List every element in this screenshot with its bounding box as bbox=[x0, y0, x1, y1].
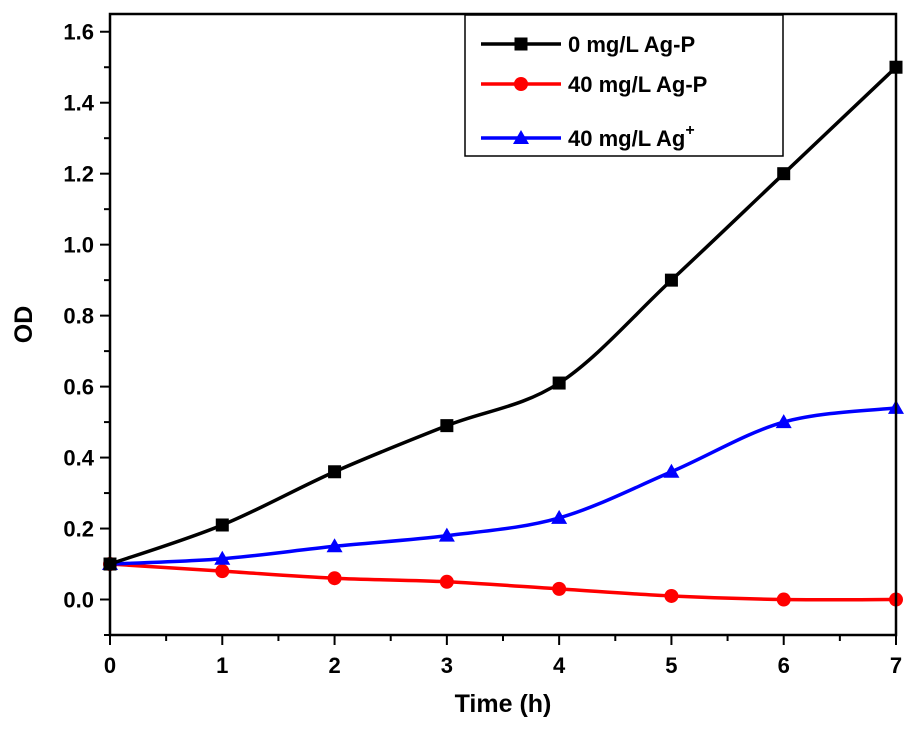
data-point-square bbox=[777, 167, 791, 181]
legend: 0 mg/L Ag-P 40 mg/L Ag-P 40 mg/L Ag+ bbox=[464, 14, 784, 157]
legend-item-triangle: 40 mg/L Ag+ bbox=[481, 122, 695, 151]
legend-label: 40 mg/L Ag-P bbox=[568, 72, 707, 97]
y-tick-label: 1.2 bbox=[63, 162, 94, 187]
y-tick-label: 0.8 bbox=[63, 304, 94, 329]
series-line bbox=[109, 406, 897, 566]
data-point-triangle bbox=[214, 550, 231, 565]
data-point-square bbox=[328, 465, 342, 479]
legend-label: 0 mg/L Ag-P bbox=[568, 32, 695, 57]
y-tick-label: 1.4 bbox=[63, 91, 94, 116]
x-tick-label: 5 bbox=[665, 653, 677, 678]
x-tick-label: 6 bbox=[778, 653, 790, 678]
y-tick-label: 0.4 bbox=[63, 446, 94, 471]
data-point-square bbox=[440, 419, 454, 433]
y-tick-label: 0.0 bbox=[63, 588, 94, 613]
y-tick-label: 0.6 bbox=[63, 375, 94, 400]
x-tick-label: 4 bbox=[553, 653, 566, 678]
legend-item-circle: 40 mg/L Ag-P bbox=[481, 72, 707, 97]
data-point-circle bbox=[215, 564, 230, 579]
series-line bbox=[109, 562, 897, 602]
legend-item-square: 0 mg/L Ag-P bbox=[481, 32, 695, 57]
legend-marker-triangle bbox=[513, 130, 529, 144]
series-triangle bbox=[102, 399, 904, 571]
data-point-circle bbox=[552, 581, 567, 596]
x-tick-label: 3 bbox=[441, 653, 453, 678]
data-point-square bbox=[552, 376, 566, 390]
data-point-square bbox=[215, 518, 229, 532]
x-tick-label: 2 bbox=[328, 653, 340, 678]
x-tick-label: 0 bbox=[104, 653, 116, 678]
x-tick-label: 7 bbox=[890, 653, 902, 678]
data-point-triangle bbox=[551, 509, 568, 524]
data-point-triangle bbox=[438, 527, 455, 542]
data-point-circle bbox=[664, 588, 679, 603]
y-tick-label: 1.0 bbox=[63, 233, 94, 258]
series-circle bbox=[103, 557, 903, 607]
x-tick-label: 1 bbox=[216, 653, 228, 678]
legend-marker-circle bbox=[514, 77, 528, 91]
x-axis-title: Time (h) bbox=[455, 690, 552, 718]
y-axis-title: OD bbox=[10, 306, 38, 344]
legend-marker-square bbox=[514, 37, 528, 51]
legend-label: 40 mg/L Ag+ bbox=[568, 122, 695, 151]
data-point-circle bbox=[327, 571, 342, 586]
series-square bbox=[103, 60, 903, 571]
data-point-triangle bbox=[326, 538, 343, 553]
plot-frame bbox=[108, 12, 898, 637]
data-point-circle bbox=[439, 574, 454, 589]
data-point-square bbox=[664, 273, 678, 287]
series-layer bbox=[102, 60, 904, 607]
data-point-circle bbox=[776, 592, 791, 607]
y-tick-label: 1.6 bbox=[63, 20, 94, 45]
tick-labels: 0 1 2 3 4 5 6 7 0.0 0.2 0.4 0.6 0.8 1.0 1.2 1.4 1.6 bbox=[63, 20, 902, 678]
data-point-triangle bbox=[775, 414, 792, 429]
data-point-triangle bbox=[663, 463, 680, 478]
y-tick-label: 0.2 bbox=[63, 517, 94, 542]
